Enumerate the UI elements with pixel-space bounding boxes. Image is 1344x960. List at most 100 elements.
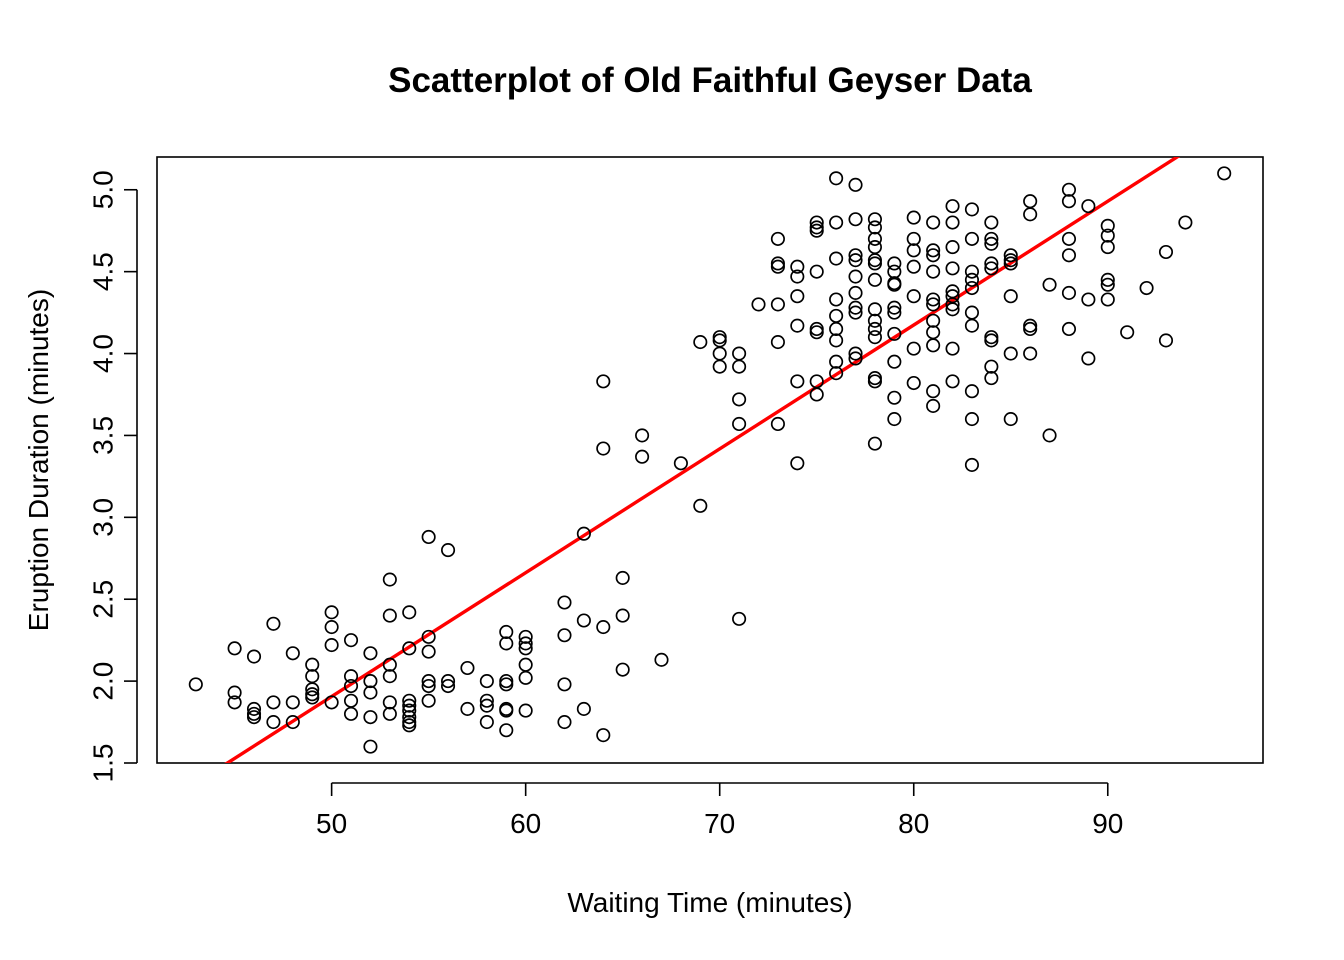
scatter-point	[693, 498, 708, 513]
scatter-point	[382, 706, 397, 721]
scatter-point	[635, 428, 650, 443]
scatter-point	[343, 669, 359, 684]
scatter-point	[770, 416, 785, 432]
scatter-point	[1158, 244, 1174, 260]
scatter-point	[829, 171, 844, 186]
scatter-point	[790, 456, 805, 471]
scatter-point	[576, 613, 591, 628]
scatter-point	[926, 248, 941, 263]
scatter-point	[402, 605, 417, 620]
scatter-point	[829, 292, 844, 307]
scatter-point	[557, 715, 572, 730]
scatter-point	[829, 251, 844, 266]
scatter-point	[615, 662, 630, 677]
scatter-point	[1061, 248, 1077, 263]
scatter-point	[654, 652, 669, 667]
scatter-point	[926, 215, 941, 230]
scatter-point	[402, 718, 417, 733]
scatter-point	[867, 330, 882, 345]
scatter-point	[1023, 346, 1038, 361]
scatter-point	[1003, 248, 1018, 263]
scatter-point	[964, 280, 979, 296]
scatter-point	[460, 660, 475, 676]
scatter-point	[945, 215, 960, 230]
scatter-point	[984, 359, 999, 374]
scatter-point	[499, 624, 514, 640]
scatter-point	[984, 231, 999, 246]
scatter-point	[518, 670, 533, 685]
y-tick-label: 3.5	[87, 416, 118, 455]
scatter-point	[906, 210, 921, 225]
scatter-point	[596, 728, 611, 743]
scatter-point	[887, 264, 902, 279]
scatter-point	[421, 674, 436, 689]
scatter-point	[867, 436, 882, 451]
scatter-point	[809, 325, 824, 340]
scatter-point	[382, 608, 397, 623]
scatter-point	[557, 628, 572, 643]
scatter-point	[518, 629, 533, 644]
scatter-point	[906, 341, 921, 356]
scatter-point	[848, 300, 863, 315]
scatter-point	[1120, 325, 1135, 340]
scatter-point	[1081, 351, 1096, 366]
scatter-point	[343, 633, 359, 648]
scatter-point	[693, 335, 708, 350]
scatter-point	[246, 701, 262, 717]
scatter-point	[343, 678, 359, 694]
scatter-point	[848, 285, 863, 300]
scatter-point	[867, 240, 882, 255]
x-tick-label: 80	[898, 808, 929, 839]
scatter-point	[867, 256, 882, 271]
scatter-point	[945, 302, 960, 317]
scatter-point	[926, 292, 941, 307]
scatter-point	[984, 371, 999, 386]
scatter-point	[964, 202, 979, 217]
scatter-point	[421, 629, 436, 644]
scatter-point	[576, 701, 591, 717]
scatter-point	[441, 674, 456, 689]
scatter-point	[732, 416, 747, 432]
scatter-point	[790, 374, 805, 389]
scatter-point	[770, 335, 785, 350]
scatter-point	[829, 354, 844, 369]
scatter-point	[887, 354, 902, 369]
scatter-point	[441, 678, 456, 694]
scatter-point	[402, 641, 417, 656]
scatter-point	[848, 269, 863, 284]
scatter-point	[809, 215, 824, 230]
scatter-point	[829, 366, 844, 381]
scatter-point	[848, 346, 863, 361]
scatter-point	[441, 543, 456, 558]
scatter-point	[984, 333, 999, 348]
scatter-point	[964, 318, 979, 333]
scatter-point	[1100, 218, 1115, 233]
scatter-point	[829, 321, 844, 337]
scatter-point	[479, 698, 494, 713]
y-tick-label: 4.5	[87, 252, 118, 291]
y-axis-label: Eruption Duration (minutes)	[23, 289, 54, 631]
scatter-point	[499, 677, 514, 692]
scatter-point	[615, 608, 630, 623]
scatter-point	[479, 693, 494, 708]
scatter-point	[1042, 277, 1057, 292]
scatter-point	[867, 321, 882, 337]
scatter-point	[266, 616, 281, 631]
scatter-point	[246, 710, 262, 725]
scatter-point	[964, 264, 979, 279]
scatter-point	[402, 710, 417, 725]
scatter-point	[790, 269, 805, 284]
scatter-point	[1158, 333, 1174, 348]
x-tick-label: 90	[1092, 808, 1123, 839]
scatter-point	[1042, 428, 1057, 443]
scatter-point	[790, 289, 805, 304]
y-tick-label: 1.5	[87, 744, 118, 783]
scatter-point	[499, 723, 514, 738]
regression-line-group	[224, 157, 1181, 763]
scatter-point	[848, 253, 863, 268]
scatter-point	[305, 690, 320, 705]
scatter-point	[518, 641, 533, 656]
scatter-point	[382, 572, 397, 587]
scatter-point	[906, 289, 921, 304]
data-points-group	[188, 166, 1232, 754]
